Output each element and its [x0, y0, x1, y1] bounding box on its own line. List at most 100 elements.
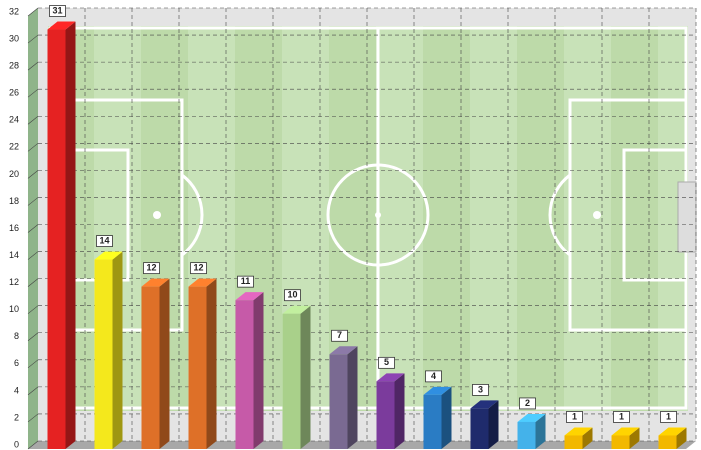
- bar: [235, 300, 254, 449]
- value-label-box: [566, 411, 583, 423]
- bar-top: [94, 251, 123, 260]
- value-label: 12: [146, 263, 156, 273]
- bar-side: [206, 278, 217, 449]
- bar-side: [488, 400, 499, 449]
- bar: [94, 259, 113, 449]
- bar-side: [347, 346, 358, 449]
- value-label-box: [190, 262, 207, 275]
- bar-side: [112, 251, 123, 449]
- bar-side: [159, 278, 170, 449]
- value-label: 31: [52, 5, 62, 15]
- grid-line: [27, 34, 39, 44]
- bar-top: [564, 427, 593, 436]
- value-label: 5: [384, 357, 389, 367]
- value-label: 1: [666, 411, 671, 421]
- bar: [329, 354, 348, 449]
- grid-line: [27, 116, 39, 125]
- grid-line: [27, 440, 39, 450]
- y-tick-label: 0: [14, 439, 19, 449]
- bar-side: [65, 21, 76, 449]
- grid-line: [27, 278, 39, 287]
- y-tick-label: 8: [14, 331, 19, 341]
- y-tick-label: 28: [9, 61, 19, 71]
- grid-line: [27, 224, 39, 233]
- y-tick-label: 30: [9, 33, 19, 43]
- bar: [47, 29, 66, 449]
- grid-line: [27, 7, 39, 17]
- bar: [141, 286, 160, 449]
- value-label-box: [425, 370, 442, 383]
- bar-top: [235, 292, 264, 301]
- penalty-spot: [593, 211, 601, 219]
- grid-line: [27, 143, 39, 152]
- bar-top: [47, 21, 76, 30]
- bar: [564, 435, 583, 449]
- value-label-box: [49, 5, 66, 17]
- value-label-box: [660, 411, 677, 423]
- bar-side: [441, 386, 452, 449]
- bar-top: [517, 413, 546, 422]
- grid-line: [27, 170, 39, 179]
- y-tick-label: 6: [14, 358, 19, 368]
- value-label-box: [331, 329, 348, 342]
- value-label-box: [519, 397, 536, 410]
- bar-top: [282, 305, 311, 314]
- bar-side: [253, 292, 264, 449]
- value-label: 1: [619, 411, 624, 421]
- y-tick-label: 12: [9, 277, 19, 287]
- y-tick-label: 10: [9, 304, 19, 314]
- bar-top: [141, 278, 170, 287]
- value-label: 2: [525, 398, 530, 408]
- grid-line: [27, 88, 39, 98]
- bar: [282, 313, 301, 449]
- y-tick-label: 14: [9, 250, 19, 260]
- bar-top: [611, 427, 640, 436]
- value-label-box: [378, 356, 395, 369]
- y-tick-label: 16: [9, 223, 19, 233]
- bar-top: [423, 386, 452, 395]
- y-tick-label: 22: [9, 142, 19, 152]
- bar: [376, 381, 395, 449]
- y-tick-label: 2: [14, 412, 19, 422]
- bar-top: [188, 278, 217, 287]
- grid-line: [27, 251, 39, 260]
- value-label: 3: [478, 384, 483, 394]
- bar: [470, 408, 489, 449]
- grid-line: [27, 305, 39, 314]
- value-label-box: [96, 235, 113, 247]
- bar-side: [582, 427, 593, 449]
- bar-side: [629, 427, 640, 449]
- grid-line: [27, 413, 39, 423]
- y-tick-label: 20: [9, 169, 19, 179]
- bar-top: [329, 346, 358, 355]
- value-label: 4: [431, 371, 436, 381]
- penalty-spot: [153, 211, 161, 219]
- bar-top: [376, 373, 405, 382]
- value-label-box: [613, 411, 630, 423]
- value-label-box: [143, 262, 160, 275]
- grid-line: [27, 386, 39, 396]
- center-spot: [375, 212, 381, 218]
- bar-side: [300, 305, 311, 449]
- goal: [677, 181, 697, 253]
- bar: [423, 394, 442, 449]
- y-tick-label: 18: [9, 196, 19, 206]
- value-label-box: [472, 384, 489, 396]
- bar-side: [394, 373, 405, 449]
- bar: [517, 421, 536, 449]
- bar: [611, 435, 630, 449]
- grid-line: [27, 332, 39, 341]
- bar: [188, 286, 207, 449]
- bar-top: [470, 400, 499, 409]
- value-label: 14: [99, 235, 109, 245]
- value-label: 7: [337, 330, 342, 340]
- value-label-box: [284, 289, 301, 302]
- value-label: 1: [572, 411, 577, 421]
- y-tick-label: 32: [9, 6, 19, 16]
- grid-line: [27, 197, 39, 206]
- y-tick-label: 24: [9, 115, 19, 125]
- y-tick-label: 4: [14, 385, 19, 395]
- value-label: 10: [287, 290, 297, 300]
- grid-line: [27, 359, 39, 369]
